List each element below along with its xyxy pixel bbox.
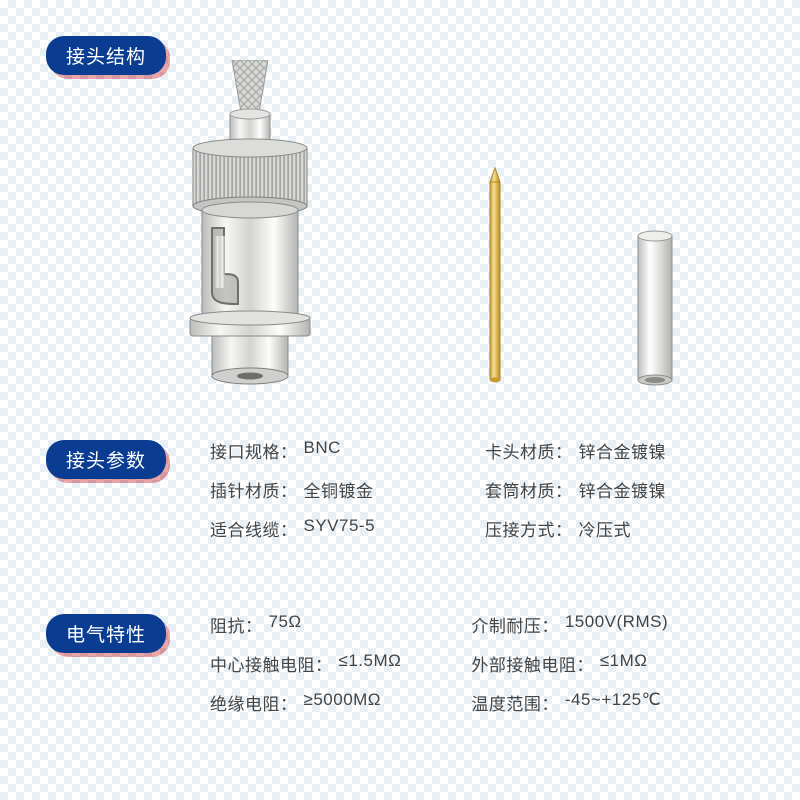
elec-col-right: 介制耐压：1500V(RMS) 外部接触电阻：≤1MΩ 温度范围：-45~+12… <box>471 612 668 715</box>
spec-label: 外部接触电阻： <box>471 651 594 676</box>
elec-block: 阻抗：75Ω 中心接触电阻：≤1.5MΩ 绝缘电阻：≥5000MΩ 介制耐压：1… <box>210 612 668 715</box>
params-block: 接口规格：BNC 插针材质：全铜镀金 适合线缆：SYV75-5 卡头材质：锌合金… <box>210 438 666 541</box>
params-col-right: 卡头材质：锌合金镀镍 套筒材质：锌合金镀镍 压接方式：冷压式 <box>485 438 666 541</box>
spec-value: 全铜镀金 <box>304 477 374 502</box>
spec-label: 介制耐压： <box>471 612 559 637</box>
spec-row: 绝缘电阻：≥5000MΩ <box>210 690 401 715</box>
section-badge-elec: 电气特性 <box>46 614 166 653</box>
spec-row: 介制耐压：1500V(RMS) <box>471 612 668 637</box>
spec-value: BNC <box>304 438 341 463</box>
spec-label: 插针材质： <box>210 477 298 502</box>
badge-label: 接头参数 <box>66 451 146 472</box>
spec-row: 压接方式：冷压式 <box>485 516 666 541</box>
spec-row: 插针材质：全铜镀金 <box>210 477 375 502</box>
spec-value: ≤1.5MΩ <box>339 651 402 676</box>
spec-value: 锌合金镀镍 <box>579 477 667 502</box>
spec-row: 中心接触电阻：≤1.5MΩ <box>210 651 401 676</box>
badge-label: 接头结构 <box>66 47 146 68</box>
spec-row: 接口规格：BNC <box>210 438 375 463</box>
spec-label: 绝缘电阻： <box>210 690 298 715</box>
spec-label: 温度范围： <box>471 690 559 715</box>
connector-illustration <box>160 60 720 400</box>
spec-label: 中心接触电阻： <box>210 651 333 676</box>
badge-label: 电气特性 <box>66 625 146 646</box>
spec-label: 套筒材质： <box>485 477 573 502</box>
spec-value: SYV75-5 <box>304 516 376 541</box>
spec-value: ≤1MΩ <box>600 651 648 676</box>
spec-label: 卡头材质： <box>485 438 573 463</box>
params-col-left: 接口规格：BNC 插针材质：全铜镀金 适合线缆：SYV75-5 <box>210 438 375 541</box>
spec-label: 阻抗： <box>210 612 263 637</box>
spec-value: ≥5000MΩ <box>304 690 382 715</box>
spec-value: 75Ω <box>269 612 302 637</box>
spec-value: 锌合金镀镍 <box>579 438 667 463</box>
spec-label: 适合线缆： <box>210 516 298 541</box>
spec-value: -45~+125℃ <box>565 690 661 715</box>
elec-col-left: 阻抗：75Ω 中心接触电阻：≤1.5MΩ 绝缘电阻：≥5000MΩ <box>210 612 401 715</box>
spec-row: 套筒材质：锌合金镀镍 <box>485 477 666 502</box>
spec-row: 卡头材质：锌合金镀镍 <box>485 438 666 463</box>
spec-value: 1500V(RMS) <box>565 612 668 637</box>
spec-label: 压接方式： <box>485 516 573 541</box>
spec-row: 温度范围：-45~+125℃ <box>471 690 668 715</box>
spec-value: 冷压式 <box>579 516 632 541</box>
spec-label: 接口规格： <box>210 438 298 463</box>
spec-row: 外部接触电阻：≤1MΩ <box>471 651 668 676</box>
section-badge-params: 接头参数 <box>46 440 166 479</box>
spec-row: 适合线缆：SYV75-5 <box>210 516 375 541</box>
spec-row: 阻抗：75Ω <box>210 612 401 637</box>
bnc-body-icon <box>190 60 310 384</box>
section-badge-structure: 接头结构 <box>46 36 166 75</box>
crimp-sleeve-icon <box>638 231 672 385</box>
center-pin-icon <box>490 168 500 383</box>
